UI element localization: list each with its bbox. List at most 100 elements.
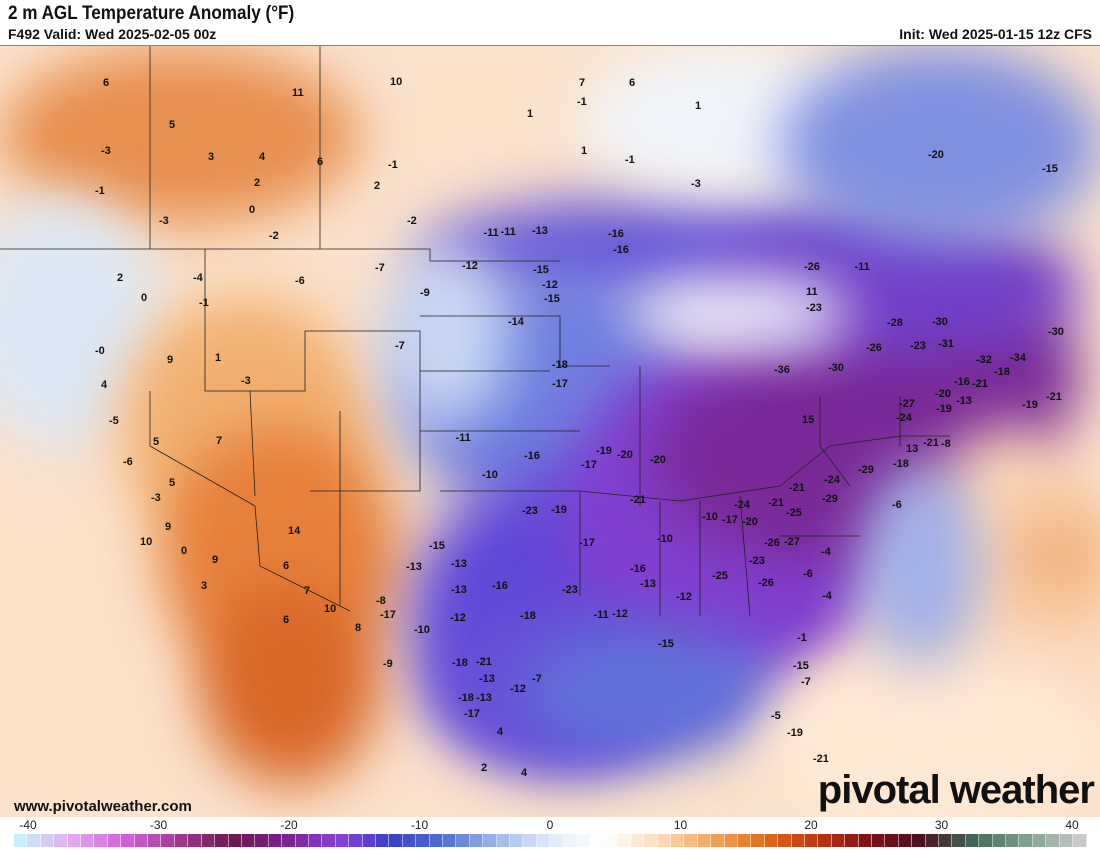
colorbar-cell <box>308 834 323 847</box>
colorbar-cell <box>644 834 658 847</box>
colorbar-cell <box>335 834 350 847</box>
colorbar-cell <box>858 834 872 847</box>
colorbar-tick-label: 30 <box>934 818 949 832</box>
station-value: -15 <box>658 638 674 650</box>
colorbar-tick-label: 0 <box>546 818 554 832</box>
anomaly-region <box>200 586 380 786</box>
colorbar-cell <box>121 834 135 847</box>
colorbar-cell <box>925 834 940 847</box>
station-value: -7 <box>395 340 405 352</box>
station-value: -28 <box>887 317 903 329</box>
anomaly-region <box>780 46 1100 246</box>
station-value: -4 <box>193 272 203 284</box>
station-value: -12 <box>542 279 558 291</box>
station-value: -24 <box>896 412 912 424</box>
station-value: 3 <box>201 580 208 592</box>
station-value: -5 <box>771 710 781 722</box>
station-value: -15 <box>1042 163 1058 175</box>
colorbar-cell <box>831 834 846 847</box>
station-value: -12 <box>450 612 466 624</box>
station-value: -10 <box>414 624 430 636</box>
station-value: -26 <box>804 261 820 273</box>
anomaly-region <box>520 626 780 756</box>
station-value: -23 <box>562 584 578 596</box>
station-value: -4 <box>822 590 832 602</box>
colorbar-tick-label: -10 <box>410 818 429 832</box>
station-value: -36 <box>774 364 790 376</box>
colorbar-cell <box>804 834 819 847</box>
colorbar-cell <box>282 834 296 847</box>
station-value: 3 <box>208 151 215 163</box>
station-value: -26 <box>764 537 780 549</box>
station-value: 6 <box>103 77 110 89</box>
station-value: -20 <box>617 449 633 461</box>
station-value: -21 <box>476 656 492 668</box>
website-url[interactable]: www.pivotalweather.com <box>14 798 192 815</box>
station-value: -18 <box>994 366 1010 378</box>
station-value: -16 <box>630 563 646 575</box>
station-value: -7 <box>375 262 385 274</box>
station-value: 4 <box>497 726 504 738</box>
station-value: -30 <box>932 316 948 328</box>
colorbar-cell <box>939 834 953 847</box>
station-value: -29 <box>822 493 838 505</box>
station-value: -1 <box>577 96 587 108</box>
station-value: -16 <box>954 376 970 388</box>
colorbar-cell <box>483 834 497 847</box>
station-value: -11 <box>483 227 499 239</box>
station-value: -5 <box>109 415 119 427</box>
station-value: -11 <box>593 609 609 621</box>
station-value: -13 <box>956 395 972 407</box>
colorbar-cell <box>1046 834 1060 847</box>
colorbar-cell <box>590 834 604 847</box>
colorbar-cell <box>536 834 551 847</box>
station-value: -17 <box>552 378 568 390</box>
station-value: 4 <box>521 767 528 779</box>
pivotal-weather-logo: pivotal weather <box>817 768 1095 812</box>
station-value: -19 <box>936 403 952 415</box>
colorbar-cell <box>54 834 68 847</box>
station-value: -21 <box>768 497 784 509</box>
colorbar-cell <box>81 834 95 847</box>
station-value: 10 <box>390 76 403 88</box>
colorbar-cell <box>845 834 859 847</box>
colorbar-cell <box>630 834 645 847</box>
station-value: 1 <box>215 352 222 364</box>
colorbar-cell <box>912 834 926 847</box>
colorbar-cell <box>375 834 390 847</box>
station-value: -21 <box>813 753 829 765</box>
temperature-anomaly-map[interactable]: 6 10 11 5 3 4 6 2 -3 -1 2 -1 -3 0 -2 -2 1 -1 -11 -13 -16 1 -1-… <box>0 45 1100 817</box>
colorbar-tick-label: 10 <box>673 818 688 832</box>
colorbar-cell <box>751 834 765 847</box>
station-value: -17 <box>581 459 597 471</box>
colorbar-cell <box>268 834 283 847</box>
station-value: 1 <box>527 108 534 120</box>
station-value: -1 <box>199 297 209 309</box>
station-value: -21 <box>789 482 805 494</box>
station-value: 14 <box>288 525 301 537</box>
colorbar-cell <box>322 834 336 847</box>
station-value: 9 <box>212 554 219 566</box>
station-value: -8 <box>941 438 951 450</box>
station-value: -4 <box>821 546 831 558</box>
station-value: -13 <box>476 692 492 704</box>
colorbar-cell <box>228 834 242 847</box>
colorbar-cell <box>523 834 537 847</box>
station-value: 4 <box>101 379 108 391</box>
colorbar-cell <box>791 834 805 847</box>
station-value: -10 <box>482 469 498 481</box>
station-value: -17 <box>380 609 396 621</box>
station-value: -3 <box>159 215 169 227</box>
colorbar-cell <box>174 834 189 847</box>
station-value: -24 <box>824 474 840 486</box>
colorbar-cell <box>429 834 443 847</box>
init-time: Init: Wed 2025-01-15 12z CFS <box>899 26 1092 42</box>
colorbar-cell <box>389 834 403 847</box>
anomaly-region <box>760 646 1100 817</box>
colorbar-cell <box>201 834 216 847</box>
station-value: -14 <box>508 316 524 328</box>
station-value: -2 <box>269 230 279 242</box>
station-value: -23 <box>910 340 926 352</box>
colorbar-cell <box>188 834 202 847</box>
station-value: -12 <box>510 683 526 695</box>
